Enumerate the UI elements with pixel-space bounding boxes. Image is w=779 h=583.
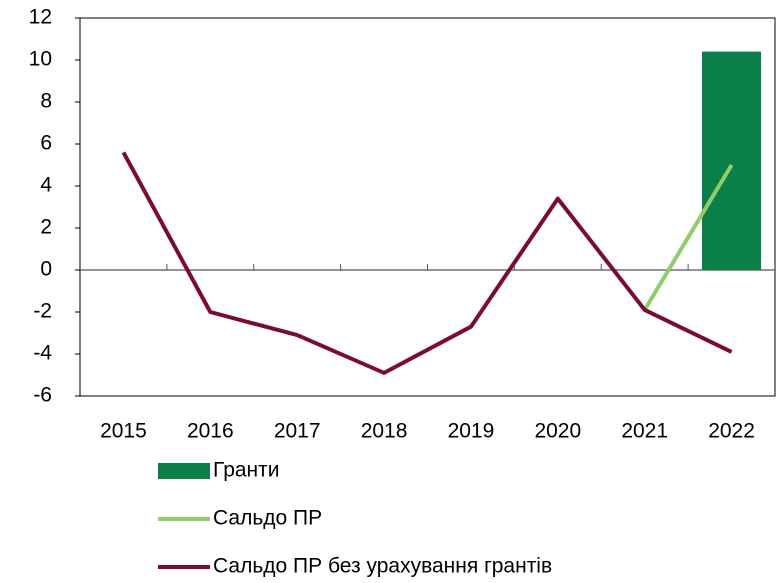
- y-tick-label: -6: [33, 384, 52, 407]
- line: [642, 163, 734, 311]
- y-tick-label: 0: [40, 258, 52, 281]
- y-tick-label: 6: [40, 132, 52, 155]
- x-tick-label: 2019: [448, 420, 495, 443]
- y-tick-label: 12: [29, 6, 52, 29]
- x-tick-label: 2017: [274, 420, 321, 443]
- bar: [702, 51, 762, 270]
- y-tick-label: 8: [40, 90, 52, 113]
- y-tick-label: 10: [29, 48, 52, 71]
- legend-swatch: [158, 463, 210, 479]
- plot-frame: [79, 17, 776, 397]
- y-tick-label: -4: [33, 342, 52, 365]
- x-tick-label: 2015: [100, 420, 147, 443]
- x-tick-label: 2016: [187, 420, 234, 443]
- x-tick-label: 2021: [621, 420, 668, 443]
- y-tick-label: 4: [40, 174, 52, 197]
- x-tick-label: 2018: [361, 420, 408, 443]
- legend-label: Гранти: [213, 459, 280, 482]
- y-tick-label: 2: [40, 216, 52, 239]
- legend-label: Сальдо ПР: [213, 507, 322, 530]
- legend-label: Сальдо ПР без урахування грантів: [213, 555, 552, 578]
- x-tick-label: 2020: [534, 420, 581, 443]
- x-tick-label: 2022: [708, 420, 755, 443]
- line: [121, 151, 733, 375]
- y-tick-label: -2: [33, 300, 52, 323]
